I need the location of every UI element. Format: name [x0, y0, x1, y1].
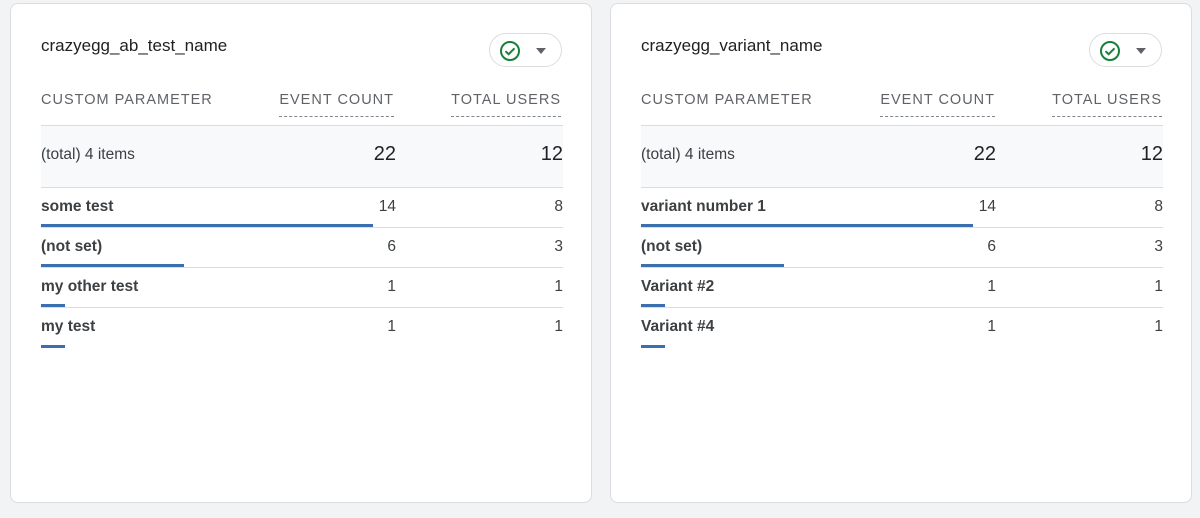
event-share-bar	[641, 345, 665, 348]
card-title: crazyegg_ab_test_name	[41, 36, 228, 55]
row-event-count: 1	[387, 278, 396, 295]
card-variant-name: crazyegg_variant_name CUSTOM PARAMETER E…	[610, 3, 1192, 503]
row-total-users: 8	[1154, 198, 1163, 215]
total-users: 12	[1140, 143, 1163, 165]
table-row: Variant #4 1 1	[641, 308, 1163, 348]
row-event-count: 1	[987, 318, 996, 335]
check-circle-icon	[1100, 41, 1120, 61]
row-label: variant number 1	[641, 198, 766, 215]
event-share-bar	[41, 304, 65, 307]
status-dropdown-button[interactable]	[1089, 33, 1162, 67]
row-event-count: 1	[987, 278, 996, 295]
row-event-count: 6	[987, 238, 996, 255]
row-label: (not set)	[641, 238, 703, 255]
row-event-count: 6	[387, 238, 396, 255]
table-row: (not set) 6 3	[41, 228, 563, 268]
table-row: Variant #2 1 1	[641, 268, 1163, 308]
table-row: my other test 1 1	[41, 268, 563, 308]
column-header-event-count[interactable]: EVENT COUNT	[279, 92, 394, 117]
card-title: crazyegg_variant_name	[641, 36, 823, 55]
row-total-users: 1	[1154, 318, 1163, 335]
caret-down-icon	[536, 48, 546, 54]
table-row: (not set) 6 3	[641, 228, 1163, 268]
total-label: (total) 4 items	[641, 146, 735, 163]
event-share-bar	[641, 264, 784, 267]
total-label: (total) 4 items	[41, 146, 135, 163]
column-header-event-count[interactable]: EVENT COUNT	[880, 92, 995, 117]
row-label: my test	[41, 318, 96, 335]
column-header-total-users[interactable]: TOTAL USERS	[1052, 92, 1162, 117]
column-header-custom-parameter: CUSTOM PARAMETER	[41, 92, 213, 108]
row-event-count: 1	[387, 318, 396, 335]
row-label: Variant #4	[641, 318, 715, 335]
row-label: my other test	[41, 278, 139, 295]
event-share-bar	[41, 345, 65, 348]
row-label: some test	[41, 198, 114, 215]
event-share-bar	[641, 224, 973, 227]
row-total-users: 1	[554, 318, 563, 335]
row-event-count: 14	[378, 198, 396, 215]
status-dropdown-button[interactable]	[489, 33, 562, 67]
total-row: (total) 4 items 22 12	[41, 125, 563, 188]
total-users: 12	[540, 143, 563, 165]
row-total-users: 1	[554, 278, 563, 295]
total-row: (total) 4 items 22 12	[641, 125, 1163, 188]
row-total-users: 8	[554, 198, 563, 215]
row-event-count: 14	[978, 198, 996, 215]
column-header-total-users[interactable]: TOTAL USERS	[451, 92, 561, 117]
check-circle-icon	[500, 41, 520, 61]
row-total-users: 3	[554, 238, 563, 255]
table-row: some test 14 8	[41, 188, 563, 228]
event-share-bar	[641, 304, 665, 307]
row-total-users: 3	[1154, 238, 1163, 255]
row-total-users: 1	[1154, 278, 1163, 295]
total-event-count: 22	[973, 143, 996, 165]
event-share-bar	[41, 224, 373, 227]
table-row: variant number 1 14 8	[641, 188, 1163, 228]
column-header-custom-parameter: CUSTOM PARAMETER	[641, 92, 813, 108]
total-event-count: 22	[373, 143, 396, 165]
row-label: (not set)	[41, 238, 103, 255]
row-label: Variant #2	[641, 278, 715, 295]
table-row: my test 1 1	[41, 308, 563, 348]
card-ab-test-name: crazyegg_ab_test_name CUSTOM PARAMETER E…	[10, 3, 592, 503]
event-share-bar	[41, 264, 184, 267]
caret-down-icon	[1136, 48, 1146, 54]
